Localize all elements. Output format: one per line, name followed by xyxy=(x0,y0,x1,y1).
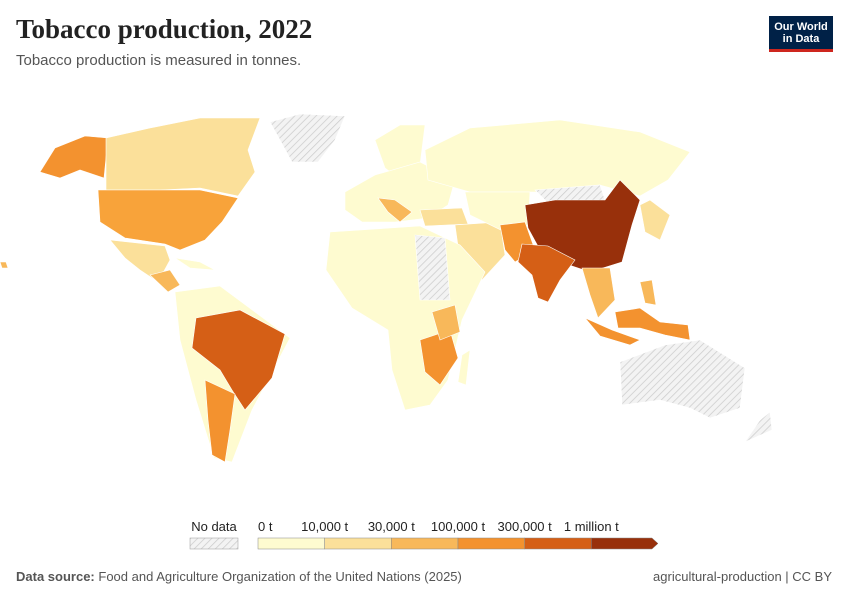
legend-swatch xyxy=(524,537,592,550)
antarctic-ocean-hawaii[interactable] xyxy=(0,261,9,269)
russia[interactable] xyxy=(424,119,691,197)
legend-swatch xyxy=(591,537,659,550)
usa[interactable] xyxy=(97,189,239,251)
map: No data 0 t 10,000 t 30,000 t 100,000 t 300,0… xyxy=(0,113,773,550)
korea-japan[interactable] xyxy=(639,199,671,241)
legend-label: 10,000 t xyxy=(301,519,348,534)
legend-label: 1 million t xyxy=(564,519,619,534)
legend-swatch xyxy=(391,537,459,550)
australia[interactable] xyxy=(619,339,746,419)
countries xyxy=(0,113,773,463)
legend-swatch xyxy=(457,537,525,550)
title: Tobacco production, 2022 xyxy=(16,14,313,44)
alaska[interactable] xyxy=(39,135,109,179)
logo[interactable]: Our World in Data xyxy=(769,16,833,52)
legend-no-data-swatch xyxy=(189,537,239,550)
legend-no-data-label: No data xyxy=(191,519,237,534)
legend: No data 0 t 10,000 t 30,000 t 100,000 t 300,0… xyxy=(189,519,659,550)
footer-source: Data source: Food and Agriculture Organi… xyxy=(16,569,462,584)
sahara[interactable] xyxy=(414,234,451,301)
brazil[interactable] xyxy=(191,309,286,411)
new-zealand[interactable] xyxy=(744,411,773,443)
madagascar[interactable] xyxy=(457,349,471,386)
canada[interactable] xyxy=(105,117,261,197)
legend-swatch xyxy=(324,537,392,550)
legend-label: 0 t xyxy=(258,519,273,534)
central-america[interactable] xyxy=(149,269,181,293)
turkey[interactable] xyxy=(419,207,469,227)
caribbean[interactable] xyxy=(174,257,216,271)
source: Food and Agriculture Organization of the… xyxy=(98,569,462,584)
legend-label: 30,000 t xyxy=(368,519,415,534)
legend-label: 300,000 t xyxy=(498,519,553,534)
source-label: Data source: xyxy=(16,569,95,584)
indonesia[interactable] xyxy=(584,317,641,346)
logo-line: in Data xyxy=(782,33,820,45)
india[interactable] xyxy=(517,243,576,303)
greenland[interactable] xyxy=(269,113,346,163)
logo-line: Our World xyxy=(774,21,828,33)
east-africa[interactable] xyxy=(431,304,461,341)
argentina[interactable] xyxy=(204,379,236,463)
borneo-sulawesi[interactable] xyxy=(614,307,691,341)
legend-label: 100,000 t xyxy=(431,519,486,534)
footer-note[interactable]: agricultural-production | CC BY xyxy=(653,569,832,584)
philippines[interactable] xyxy=(639,279,657,306)
italy-balkans[interactable] xyxy=(377,197,413,223)
southeast-asia[interactable] xyxy=(581,267,616,319)
subtitle: Tobacco production is measured in tonnes… xyxy=(16,52,302,69)
legend-swatch xyxy=(257,537,325,550)
